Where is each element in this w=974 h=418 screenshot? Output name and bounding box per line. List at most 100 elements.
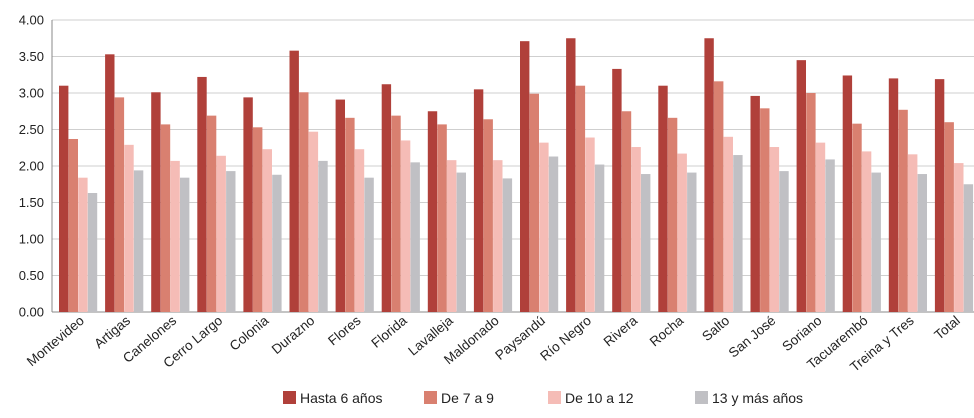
bar: [575, 85, 586, 312]
bar: [733, 155, 743, 312]
bar: [272, 174, 282, 312]
bar: [197, 76, 207, 312]
bar: [59, 85, 69, 312]
y-tick-label: 3.50: [19, 49, 44, 64]
bar: [262, 149, 272, 312]
x-tick-label: Montevideo: [24, 313, 87, 369]
bar: [502, 178, 513, 312]
bar: [151, 92, 161, 313]
bar: [483, 119, 493, 312]
bar: [760, 108, 770, 312]
bar: [105, 54, 115, 313]
legend-label: De 7 a 9: [441, 390, 494, 406]
legend-swatch: [283, 391, 296, 404]
bar: [842, 75, 853, 312]
y-tick-label: 0.50: [19, 268, 44, 283]
bar: [888, 78, 899, 313]
bar: [170, 160, 180, 312]
bar: [133, 170, 144, 312]
bar: [364, 177, 374, 312]
bar: [427, 111, 438, 312]
bar: [612, 68, 622, 312]
y-tick-label: 2.00: [19, 159, 44, 174]
legend: Hasta 6 años De 7 a 9 De 10 a 12 13 y más a…: [283, 390, 803, 406]
x-tick-label: San José: [726, 313, 779, 361]
bar: [456, 172, 466, 312]
bar: [594, 164, 605, 312]
y-tick-label: 1.50: [19, 195, 44, 210]
bar: [641, 174, 651, 312]
x-tick-label: Rocha: [647, 312, 687, 349]
bar: [124, 144, 134, 312]
x-tick-label: Durazno: [269, 313, 318, 357]
x-tick-label: Florida: [368, 312, 410, 350]
bar: [806, 93, 816, 312]
legend-label: Hasta 6 años: [300, 390, 383, 406]
bar: [667, 117, 678, 312]
bar: [391, 115, 401, 312]
bar: [216, 155, 226, 312]
bar: [180, 177, 190, 312]
y-tick-label: 0.00: [19, 305, 44, 320]
bar: [114, 97, 125, 312]
bar: [723, 136, 733, 312]
legend-swatch: [695, 391, 708, 404]
bar: [335, 99, 345, 312]
bar: [400, 140, 411, 312]
bar: [289, 50, 299, 312]
bar: [354, 149, 365, 312]
bar: [861, 151, 872, 312]
bar: [750, 95, 760, 312]
bar: [934, 79, 945, 312]
x-tick-label: Río Negro: [537, 313, 594, 364]
bar: [87, 193, 98, 312]
x-tick-label: Colonia: [227, 312, 272, 353]
x-tick-label: Flores: [325, 313, 364, 349]
y-tick-label: 3.00: [19, 86, 44, 101]
bar: [381, 84, 392, 313]
bar: [714, 81, 724, 312]
x-tick-label: Salto: [699, 313, 732, 344]
y-tick-label: 2.50: [19, 122, 44, 137]
bar: [704, 38, 714, 312]
bar: [447, 160, 457, 312]
bar: [658, 85, 668, 312]
legend-swatch: [424, 391, 437, 404]
bar: [963, 184, 974, 312]
y-axis: 0.00 0.50 1.00 1.50 2.00 2.50 3.00 3.50 4.00: [19, 13, 53, 320]
bar: [548, 156, 559, 312]
x-tick-label: Artigas: [91, 313, 133, 352]
bar: [473, 89, 484, 312]
x-tick-label: Total: [931, 313, 962, 343]
bars: [59, 38, 974, 313]
bar: [908, 154, 918, 312]
legend-label: 13 y más años: [712, 390, 803, 406]
bar: [226, 171, 236, 312]
bar: [437, 124, 447, 312]
x-tick-label: Rivera: [601, 312, 641, 349]
bar: [160, 124, 171, 312]
bar: [410, 162, 420, 312]
bar: [308, 131, 319, 312]
bar: [631, 147, 641, 312]
bar: [852, 123, 862, 312]
bar: [539, 142, 549, 312]
bar: [871, 172, 881, 312]
legend-label: De 10 a 12: [565, 390, 634, 406]
bar: [318, 160, 328, 312]
bar: [206, 115, 217, 312]
bar: [779, 171, 789, 312]
bar: [253, 127, 263, 312]
bar: [944, 122, 954, 312]
bar: [493, 160, 503, 312]
bar: [299, 92, 309, 313]
legend-swatch: [548, 391, 561, 404]
bar: [898, 109, 908, 312]
bar: [585, 137, 595, 312]
y-tick-label: 4.00: [19, 13, 44, 28]
bar: [687, 172, 697, 312]
bar: [677, 153, 687, 312]
bar: [621, 111, 632, 312]
